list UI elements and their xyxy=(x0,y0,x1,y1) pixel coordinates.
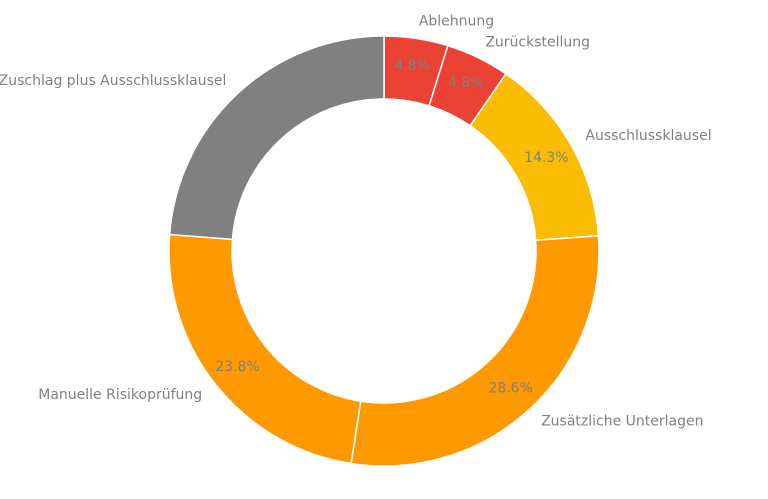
donut-slices xyxy=(168,35,600,467)
category-label-zuschlag-plus-ausschlussklausel: Zuschlag plus Ausschlussklausel xyxy=(0,73,226,89)
slice-manuelle-risikoprufung xyxy=(168,233,362,465)
category-label-zuruckstellung: Zurückstellung xyxy=(485,34,590,50)
slice-zusatzliche-unterlagen xyxy=(350,235,600,467)
category-label-zusatzliche-unterlagen: Zusätzliche Unterlagen xyxy=(541,414,703,430)
pct-label-manuelle-risikoprufung: 23.8% xyxy=(215,359,259,375)
category-label-manuelle-risikoprufung: Manuelle Risikoprüfung xyxy=(38,387,202,403)
pct-label-zuruckstellung: 4.8% xyxy=(448,75,484,91)
pct-label-zuschlag-plus-ausschlussklausel: 23.8% xyxy=(235,106,279,122)
percentage-labels: 4.8% 4.8% 14.3% 28.6% 23.8% 23.8% xyxy=(215,58,568,396)
category-label-ausschlussklausel: Ausschlussklausel xyxy=(585,128,711,144)
pct-label-ablehnung: 4.8% xyxy=(394,58,430,74)
category-labels: Ablehnung Zurückstellung Ausschlussklausel… xyxy=(0,14,712,430)
category-label-ablehnung: Ablehnung xyxy=(419,14,494,30)
slice-zuschlag-plus-ausschlussklausel xyxy=(168,35,385,241)
pct-label-zusatzliche-unterlagen: 28.6% xyxy=(488,381,532,397)
pct-label-ausschlussklausel: 14.3% xyxy=(524,150,568,166)
